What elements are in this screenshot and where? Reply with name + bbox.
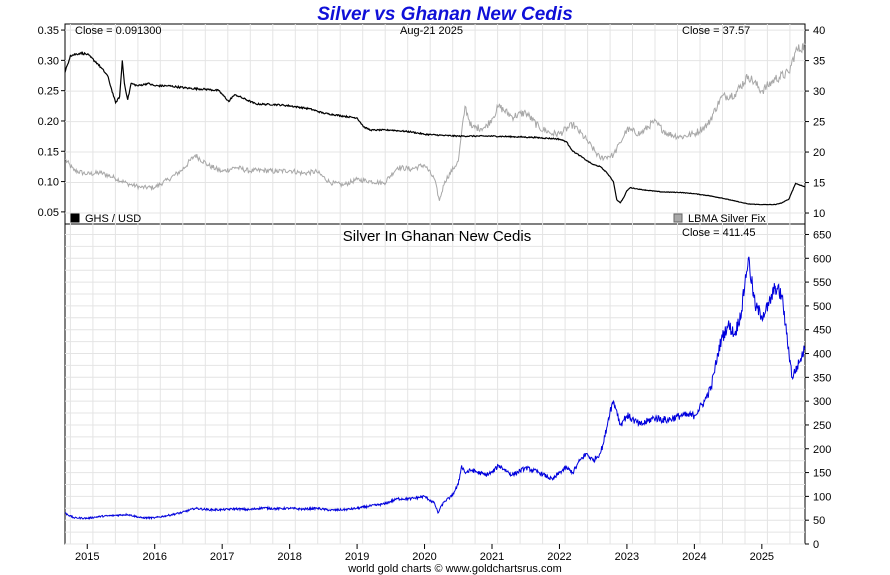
x-tick-label: 2019 [345, 551, 369, 563]
silver-close-label: Close = 37.57 [682, 25, 750, 37]
x-tick-label: 2020 [412, 551, 436, 563]
chart-title: Silver vs Ghanan New Cedis [317, 4, 573, 25]
y-right-tick-label: 15 [813, 178, 825, 190]
y-left-tick-label: 0.10 [38, 177, 59, 189]
top-grid [65, 24, 805, 224]
bottom-panel-title: Silver In Ghanan New Cedis [343, 228, 531, 245]
x-tick-label: 2025 [750, 551, 774, 563]
y-left-tick-label: 0.25 [38, 86, 59, 98]
legend-swatch-lbma [673, 213, 683, 223]
series-line-silver-ghs [64, 256, 806, 520]
y-tick-label: 0 [813, 539, 819, 551]
y-tick-label: 600 [813, 253, 831, 265]
y-left-tick-label: 0.30 [38, 55, 59, 67]
x-tick-label: 2023 [615, 551, 639, 563]
bottom-grid [65, 224, 805, 545]
footer-credit: world gold charts © www.goldchartsrus.co… [347, 563, 562, 575]
y-left-tick-label: 0.05 [38, 207, 59, 219]
x-tick-label: 2024 [682, 551, 706, 563]
y-right-tick-label: 10 [813, 208, 825, 220]
y-tick-label: 350 [813, 372, 831, 384]
series-line-lbma-silver-fix [64, 42, 806, 201]
y-tick-label: 550 [813, 277, 831, 289]
legend-label-ghs: GHS / USD [85, 213, 141, 225]
x-tick-label: 2017 [210, 551, 234, 563]
y-tick-label: 200 [813, 444, 831, 456]
y-tick-label: 300 [813, 396, 831, 408]
y-left-tick-label: 0.20 [38, 116, 59, 128]
bottom-series [64, 256, 806, 520]
y-left-tick-label: 0.15 [38, 146, 59, 158]
x-tick-label: 2015 [75, 551, 99, 563]
y-tick-label: 150 [813, 468, 831, 480]
top-left-axis: 0.05 0.10 0.15 0.20 0.25 0.30 0.35 [38, 25, 65, 219]
ghs-close-label: Close = 0.091300 [75, 25, 162, 37]
y-right-tick-label: 20 [813, 147, 825, 159]
y-tick-label: 100 [813, 491, 831, 503]
y-tick-label: 400 [813, 349, 831, 361]
y-right-tick-label: 30 [813, 86, 825, 98]
y-right-tick-label: 35 [813, 56, 825, 68]
y-right-tick-label: 40 [813, 25, 825, 37]
date-label: Aug-21 2025 [400, 25, 463, 37]
y-tick-label: 250 [813, 420, 831, 432]
x-axis: 2015 2016 2017 2018 2019 2020 2021 2022 2023 2024… [75, 544, 774, 563]
top-series [64, 42, 806, 206]
top-right-axis: 10 15 20 25 30 35 40 [805, 25, 825, 220]
y-tick-label: 450 [813, 325, 831, 337]
legend-swatch-ghs [70, 213, 80, 223]
bottom-close-label: Close = 411.45 [682, 227, 756, 239]
y-left-tick-label: 0.35 [38, 25, 59, 37]
y-tick-label: 650 [813, 229, 831, 241]
y-tick-label: 50 [813, 515, 825, 527]
x-tick-label: 2022 [547, 551, 571, 563]
bottom-right-axis: 0 50 100 150 200 250 300 350 400 450 500 550 600 650 [805, 229, 831, 551]
legend-label-lbma: LBMA Silver Fix [688, 213, 766, 225]
x-tick-label: 2018 [277, 551, 301, 563]
x-tick-label: 2016 [142, 551, 166, 563]
y-tick-label: 500 [813, 301, 831, 313]
series-line-ghs-usd [64, 51, 806, 206]
x-tick-label: 2021 [480, 551, 504, 563]
y-right-tick-label: 25 [813, 117, 825, 129]
